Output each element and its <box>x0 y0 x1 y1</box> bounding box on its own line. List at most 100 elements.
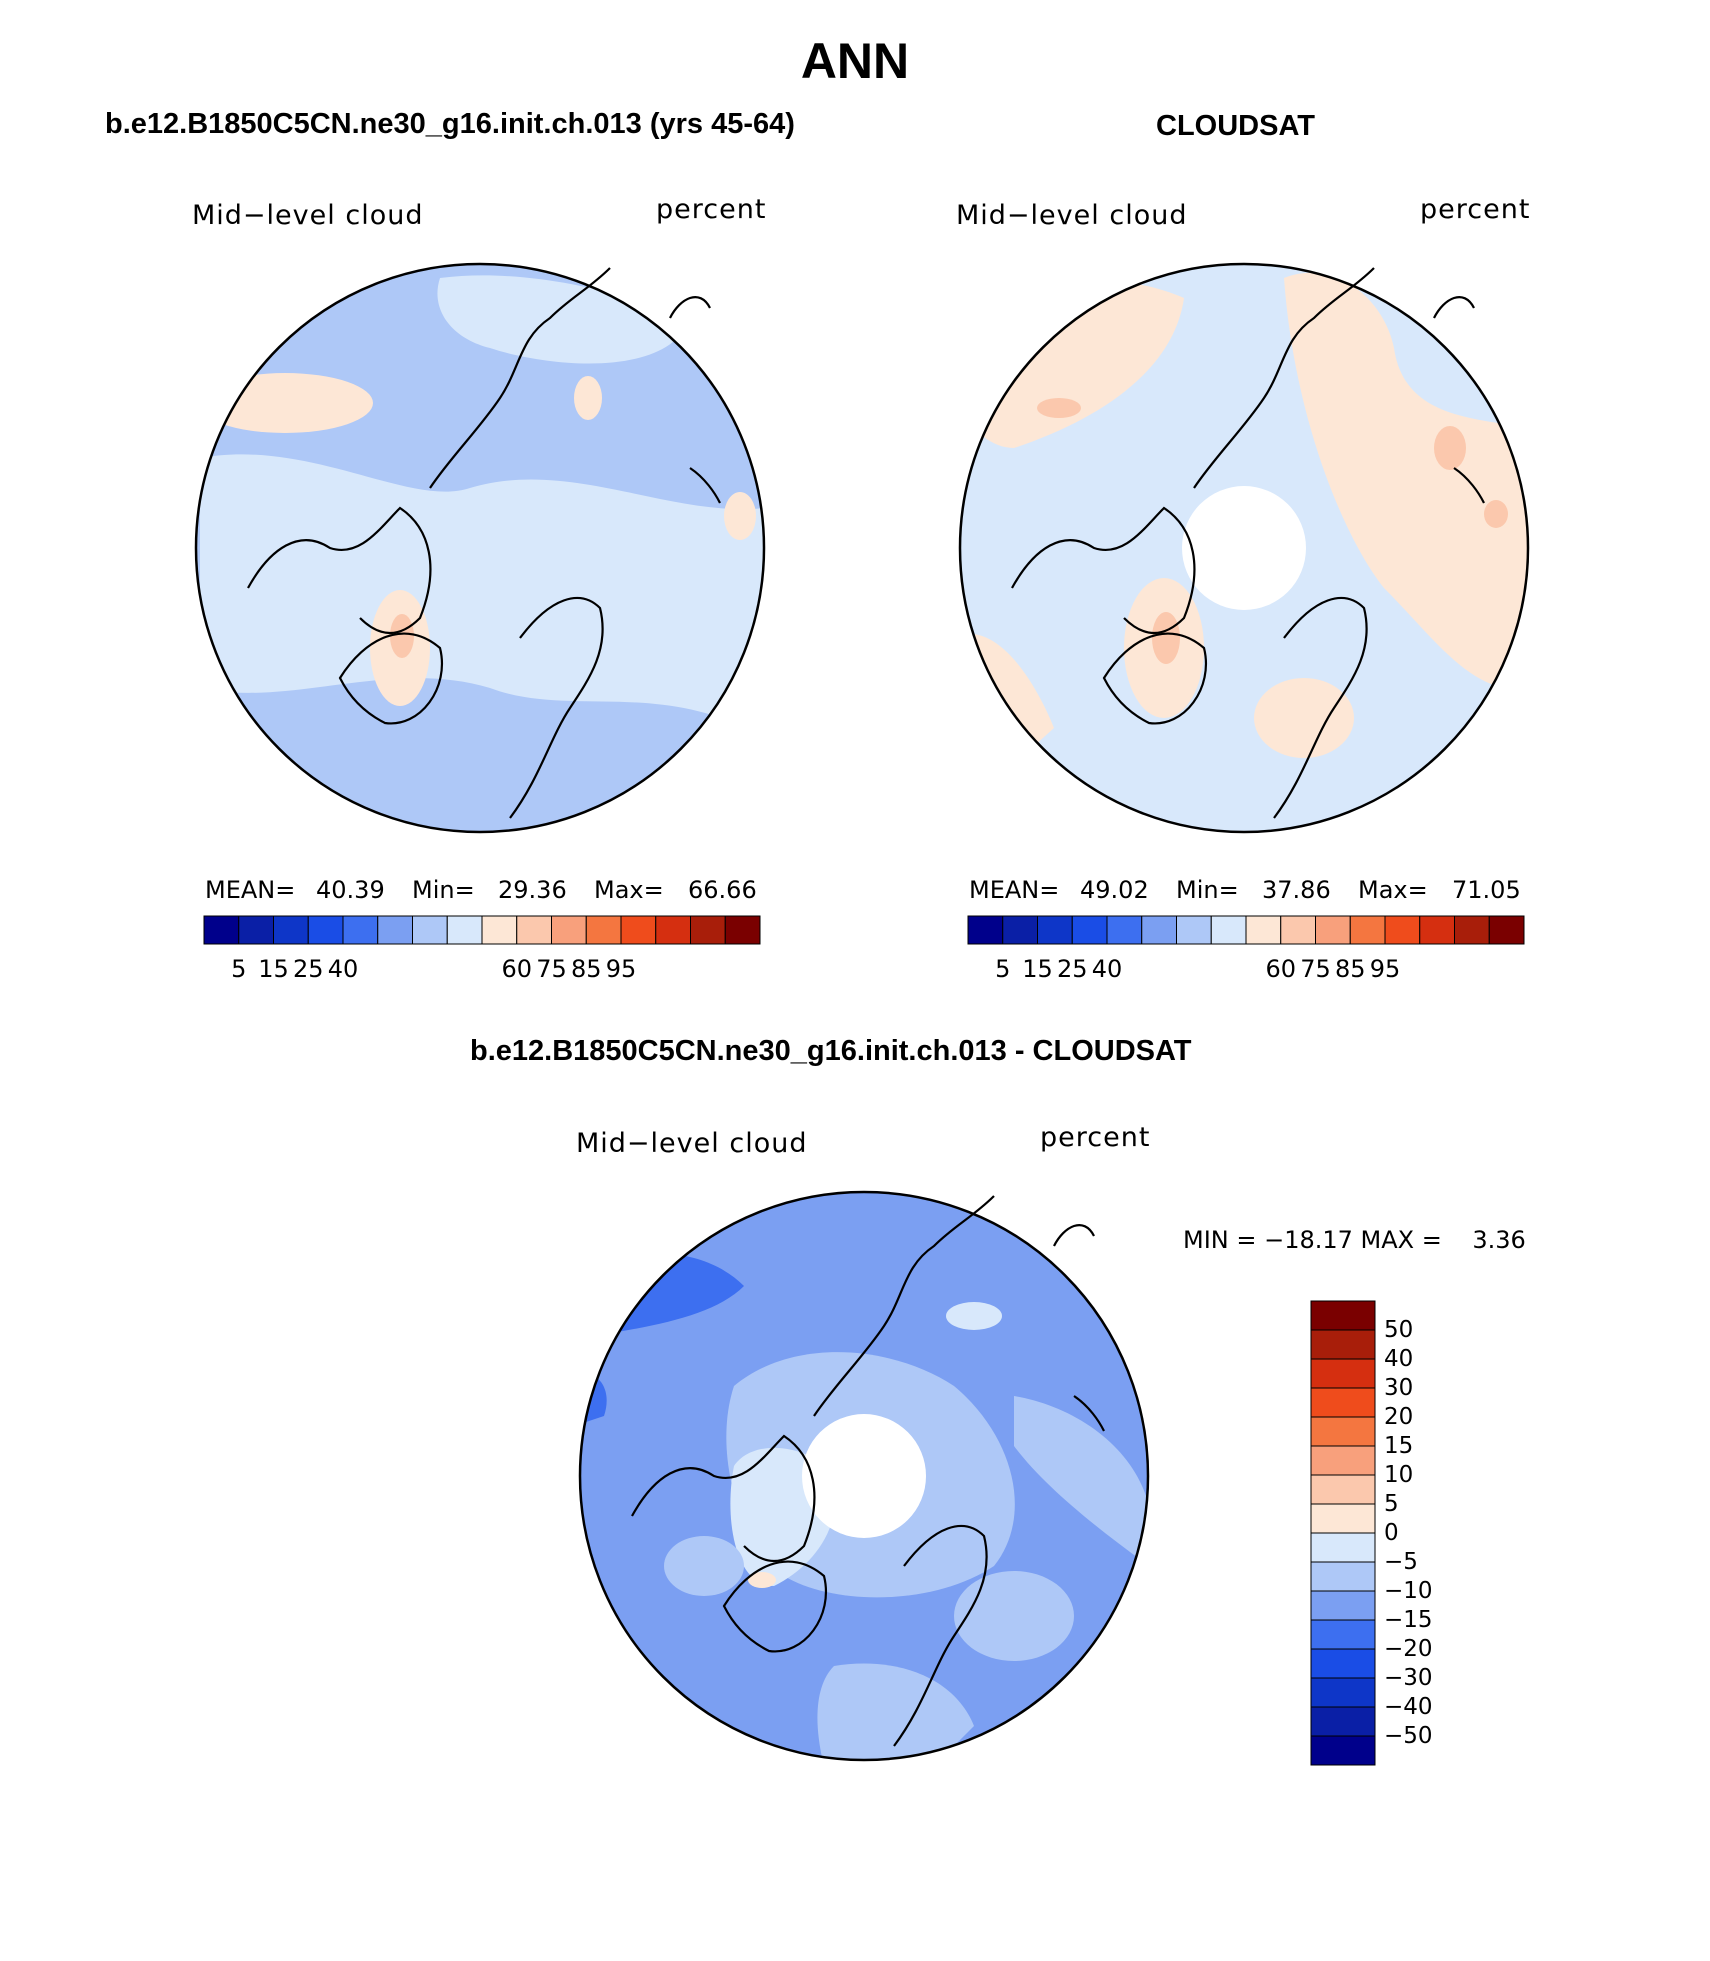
colorbar-swatch <box>1310 1474 1376 1505</box>
colorbar-tick-label: 85 <box>1334 955 1366 983</box>
colorbar-swatch <box>724 915 761 945</box>
colorbar-tick-label: 50 <box>1384 1317 1414 1343</box>
diff-panel-field-band <box>1014 1396 1148 1566</box>
colorbar-swatch <box>1106 915 1143 945</box>
panel-2-field-blob <box>1434 426 1466 470</box>
panel-2-coastlines <box>1011 267 1485 819</box>
diff-panel-variable-label: Mid−level cloud <box>576 1128 808 1159</box>
panel-2-max-value: 71.05 <box>1452 876 1521 904</box>
panel-1-field-blob <box>390 614 414 658</box>
panel-1-title: b.e12.B1850C5CN.ne30_g16.init.ch.013 (yr… <box>105 108 795 140</box>
colorbar-tick-label: 15 <box>258 955 289 983</box>
colorbar-swatch <box>238 915 274 945</box>
diff-panel-field-blob <box>946 1302 1002 1330</box>
colorbar-tick-label: 5 <box>1384 1491 1399 1517</box>
panel-1-field-blob <box>574 376 602 420</box>
panel-1-mean-label: MEAN= <box>205 876 296 904</box>
colorbar-swatch <box>1310 1532 1376 1563</box>
colorbar-tick-label: −10 <box>1384 1578 1433 1604</box>
colorbar-swatch <box>203 915 240 945</box>
colorbar-swatch <box>1310 1358 1376 1389</box>
colorbar-swatch <box>481 915 518 945</box>
colorbar-swatch <box>1310 1387 1376 1418</box>
colorbar-swatch <box>1071 915 1108 945</box>
colorbar-tick-label: 15 <box>1022 955 1053 983</box>
colorbar-tick-label: 95 <box>605 955 637 983</box>
colorbar-tick-label: −40 <box>1384 1694 1433 1720</box>
panel-1-min-value: 29.36 <box>498 876 567 904</box>
colorbar-tick-label: 25 <box>292 955 324 983</box>
colorbar-swatch <box>1310 1735 1376 1766</box>
colorbar-tick-label: 75 <box>536 955 567 983</box>
panel-2-field-band <box>1284 272 1528 690</box>
panel-2-field-blob <box>1037 398 1081 418</box>
colorbar-swatch <box>1310 1329 1376 1360</box>
colorbar-swatch <box>1310 1590 1376 1621</box>
colorbar-swatch <box>1310 1445 1376 1476</box>
diff-panel-field-blob <box>748 1572 776 1588</box>
colorbar-swatch <box>620 915 657 945</box>
colorbar-swatch <box>1310 1300 1376 1331</box>
colorbar-tick-label: 95 <box>1369 955 1401 983</box>
colorbar-swatch <box>655 915 691 945</box>
colorbar-swatch <box>1141 915 1177 945</box>
colorbar-swatch <box>1210 915 1247 945</box>
panel-2-map-border <box>958 262 1530 834</box>
colorbar-swatch <box>1310 1416 1376 1447</box>
colorbar-swatch <box>1488 915 1525 945</box>
diff-panel-min-max: MIN = −18.17 MAX = 3.36 <box>1183 1226 1526 1254</box>
colorbar-swatch <box>1310 1648 1376 1679</box>
colorbar-swatch <box>307 915 344 945</box>
diff-panel-title: b.e12.B1850C5CN.ne30_g16.init.ch.013 - C… <box>470 1035 1192 1067</box>
colorbar-tick-label: −20 <box>1384 1636 1433 1662</box>
colorbar-swatch <box>1310 1619 1376 1650</box>
colorbar-swatch <box>1002 915 1038 945</box>
panel-2-field-blob <box>1484 500 1508 528</box>
diff-panel-field-band <box>817 1663 974 1760</box>
colorbar-swatch <box>967 915 1004 945</box>
panel-2-title: CLOUDSAT <box>1156 110 1315 142</box>
colorbar-tick-label: 0 <box>1384 1520 1399 1546</box>
panel-2-field-blob <box>1254 678 1354 758</box>
colorbar-tick-label: 40 <box>327 955 359 983</box>
colorbar-tick-label: −50 <box>1384 1723 1433 1749</box>
page-title: ANN <box>800 33 910 89</box>
panel-1-units-label: percent <box>656 194 767 225</box>
diff-panel-field-blob <box>664 1536 744 1596</box>
diff-panel-polar-map <box>578 1190 1150 1762</box>
colorbar-swatch <box>377 915 413 945</box>
colorbar-swatch <box>1310 1503 1376 1534</box>
panel-1-polar-map <box>194 262 766 834</box>
colorbar-swatch <box>1349 915 1386 945</box>
colorbar-swatch <box>1384 915 1421 945</box>
colorbar-swatch <box>516 915 552 945</box>
colorbar-tick-label: 60 <box>501 955 533 983</box>
colorbar-tick-label: 15 <box>1384 1433 1414 1459</box>
colorbar-tick-label: 40 <box>1384 1346 1414 1372</box>
colorbar-swatch <box>551 915 587 945</box>
diff-panel-missing-data-hole <box>802 1414 926 1538</box>
colorbar-tick-label: 25 <box>1056 955 1088 983</box>
colorbar-tick-label: 60 <box>1265 955 1297 983</box>
colorbar-tick-label: 5 <box>231 955 247 983</box>
colorbar-swatch <box>1245 915 1282 945</box>
panel-2-mean-value: 49.02 <box>1080 876 1149 904</box>
panel-2-variable-label: Mid−level cloud <box>956 200 1188 231</box>
colorbar-swatch <box>1176 915 1212 945</box>
colorbar-swatch <box>273 915 309 945</box>
panel-2-mean-label: MEAN= <box>969 876 1060 904</box>
panel-2-polar-map <box>958 262 1530 834</box>
panel-2-min-label: Min= <box>1176 876 1239 904</box>
colorbar-tick-label: −5 <box>1384 1549 1418 1575</box>
panel-1-field-blob <box>724 492 756 540</box>
diff-panel-field-blob <box>954 1571 1074 1661</box>
colorbar-tick-label: 20 <box>1384 1404 1414 1430</box>
colorbar-tick-label: −30 <box>1384 1665 1433 1691</box>
colorbar-swatch <box>342 915 379 945</box>
panel-2-min-value: 37.86 <box>1262 876 1331 904</box>
colorbar-swatch <box>1310 1677 1376 1708</box>
colorbar-swatch <box>446 915 483 945</box>
colorbar-swatch <box>1419 915 1455 945</box>
colorbar-tick-label: 10 <box>1384 1462 1414 1488</box>
panel-2-units-label: percent <box>1420 194 1531 225</box>
